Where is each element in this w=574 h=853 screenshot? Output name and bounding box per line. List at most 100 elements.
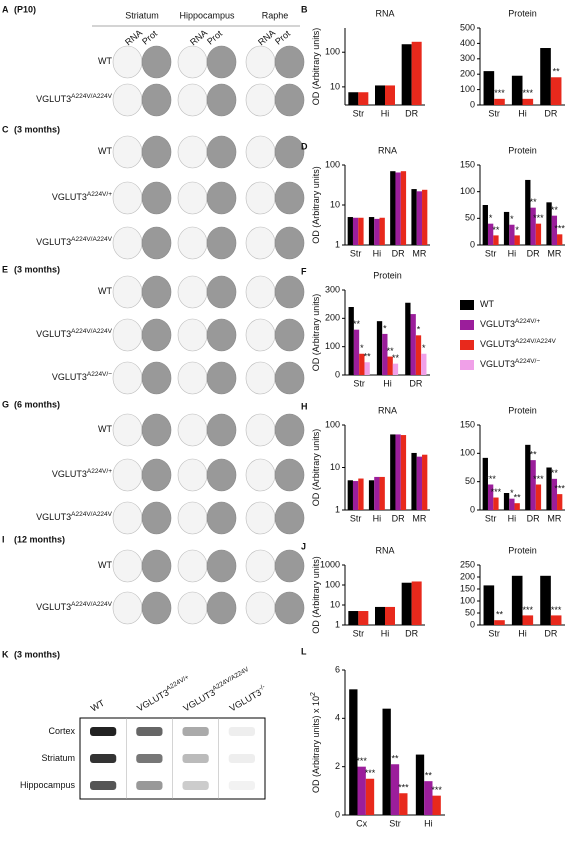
legend-label: WT: [480, 299, 494, 309]
row-label: WT: [98, 424, 112, 434]
significance: *: [489, 213, 493, 223]
panel-letter: L: [301, 646, 307, 656]
significance: **: [391, 754, 399, 764]
y-axis-label-sup: 2: [310, 692, 317, 696]
y-axis-label: OD (Arbitrary units): [311, 28, 321, 106]
significance: **: [514, 493, 522, 503]
significance: *: [510, 488, 514, 498]
column-header: Striatum: [125, 10, 159, 20]
slice-rna: [112, 361, 143, 395]
bar: [432, 795, 441, 815]
bar: [487, 223, 494, 245]
row-label: VGLUT3A224V/A224V: [36, 93, 113, 104]
significance: ***: [365, 768, 376, 778]
slice-prot: [274, 549, 305, 583]
significance: *: [422, 343, 426, 353]
significance: ***: [491, 487, 502, 497]
slice-rna: [245, 413, 276, 447]
bar: [348, 92, 359, 105]
slice-rna: [112, 275, 143, 309]
legend-label-sup: A224V/+: [515, 318, 540, 325]
significance: ***: [533, 474, 544, 484]
x-tick-label: Hi: [518, 108, 527, 118]
bar: [382, 333, 388, 375]
y-tick-label: 100: [460, 595, 475, 605]
slice-rna: [245, 45, 276, 79]
row-label-base: VGLUT3: [36, 329, 71, 339]
column-header: Raphe: [262, 10, 289, 20]
bar: [347, 217, 353, 245]
significance: ***: [554, 484, 565, 494]
x-tick-label: Str: [350, 248, 362, 258]
y-axis-label: OD (Arbitrary units): [311, 556, 321, 634]
x-tick-label: DR: [409, 378, 422, 388]
bar: [522, 98, 534, 105]
sub-header: Prot: [205, 28, 224, 47]
x-tick-label: Hi: [518, 628, 527, 638]
bar: [511, 575, 523, 625]
significance: **: [551, 205, 559, 215]
slice-prot: [274, 361, 305, 395]
row-label-sup: A224V/A224V: [71, 328, 113, 335]
significance: ***: [398, 783, 409, 793]
slice-rna: [245, 501, 276, 535]
slice-prot: [206, 83, 237, 117]
y-tick-label: 50: [465, 213, 475, 223]
x-tick-label: Hi: [381, 628, 390, 638]
row-label-base: WT: [98, 560, 112, 570]
bar: [494, 620, 505, 625]
bar: [522, 615, 534, 625]
blot-column-label-base: VGLUT3: [228, 688, 263, 714]
slice-rna: [177, 181, 208, 215]
bar: [401, 582, 412, 625]
slice-rna: [245, 275, 276, 309]
y-tick-label: 10: [330, 599, 340, 609]
row-label-sup: A224V/A224V: [71, 601, 113, 608]
bar: [422, 454, 428, 510]
significance: **: [530, 450, 538, 460]
y-axis-label: OD (Arbitrary units): [311, 294, 321, 372]
y-axis-label-text: OD (Arbitrary units): [311, 556, 321, 634]
panel-letter: A: [2, 4, 9, 14]
significance: **: [553, 67, 561, 77]
legend-label: VGLUT3A224V/+: [480, 318, 540, 329]
significance: ***: [485, 474, 496, 484]
row-label-base: VGLUT3: [36, 602, 71, 612]
x-tick-label: MR: [547, 513, 561, 523]
row-label-base: VGLUT3: [36, 94, 71, 104]
slice-prot: [141, 135, 172, 169]
slice-prot: [274, 275, 305, 309]
y-tick-label: 100: [325, 579, 340, 589]
slice-rna: [245, 458, 276, 492]
row-label-sup: A224V/A224V: [71, 93, 113, 100]
significance: *: [417, 325, 421, 335]
slice-rna: [112, 45, 143, 79]
row-label: VGLUT3A224V/−: [52, 371, 112, 382]
row-label: VGLUT3A224V/+: [52, 191, 112, 202]
slice-prot: [206, 318, 237, 352]
y-tick-label: 300: [460, 53, 475, 63]
y-tick-label: 500: [460, 22, 475, 32]
y-tick-label: 250: [460, 559, 475, 569]
bar: [482, 457, 488, 510]
slice-prot: [141, 501, 172, 535]
slice-prot: [206, 501, 237, 535]
slice-prot: [274, 45, 305, 79]
y-tick-label: 0: [470, 619, 475, 629]
panel-letter: I: [2, 534, 5, 544]
y-tick-label: 0: [470, 239, 475, 249]
significance: ***: [533, 213, 544, 223]
x-tick-label: Str: [353, 108, 365, 118]
bar: [503, 211, 510, 245]
blot-band: [90, 781, 117, 790]
y-tick-label: 0: [335, 809, 340, 819]
chart-title: RNA: [378, 145, 397, 155]
blot-row-label: Striatum: [41, 753, 75, 763]
bar: [540, 575, 551, 625]
slice-prot: [141, 591, 172, 625]
row-label: VGLUT3A224V/A224V: [36, 328, 113, 339]
bar: [551, 478, 558, 510]
bar: [494, 98, 505, 105]
bar: [364, 362, 370, 375]
bar: [509, 498, 515, 510]
